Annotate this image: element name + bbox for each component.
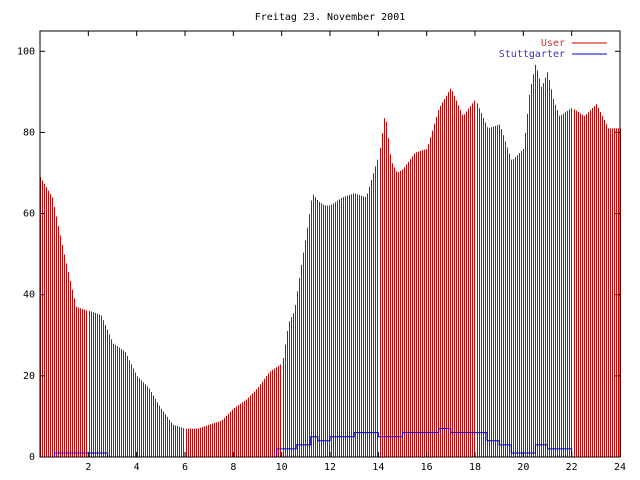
- x-tick-label: 16: [421, 462, 433, 473]
- plot-data: [40, 64, 621, 458]
- x-tick-label: 20: [517, 462, 529, 473]
- x-tick-label: 10: [276, 462, 288, 473]
- x-tick-label: 14: [372, 462, 384, 473]
- x-tick-label: 18: [469, 462, 481, 473]
- legend-label-stuttgarter: Stuttgarter: [499, 49, 565, 60]
- x-tick-label: 8: [230, 462, 236, 473]
- x-tick-label: 4: [134, 462, 140, 473]
- y-tick-label: 0: [29, 452, 35, 463]
- x-tick-label: 12: [324, 462, 336, 473]
- legend: User Stuttgarter: [499, 38, 607, 60]
- x-tick-label: 6: [182, 462, 188, 473]
- legend-label-user: User: [541, 38, 565, 49]
- x-tick-label: 22: [566, 462, 578, 473]
- x-tick-label: 2: [85, 462, 91, 473]
- y-tick-label: 100: [17, 46, 35, 57]
- stuttgarter-line: [40, 428, 620, 458]
- y-tick-label: 20: [23, 371, 35, 382]
- y-tick-label: 40: [23, 290, 35, 301]
- x-tick-label: 24: [614, 462, 626, 473]
- y-tick-label: 60: [23, 209, 35, 220]
- y-tick-label: 80: [23, 127, 35, 138]
- chart-title: Freitag 23. November 2001: [255, 12, 406, 23]
